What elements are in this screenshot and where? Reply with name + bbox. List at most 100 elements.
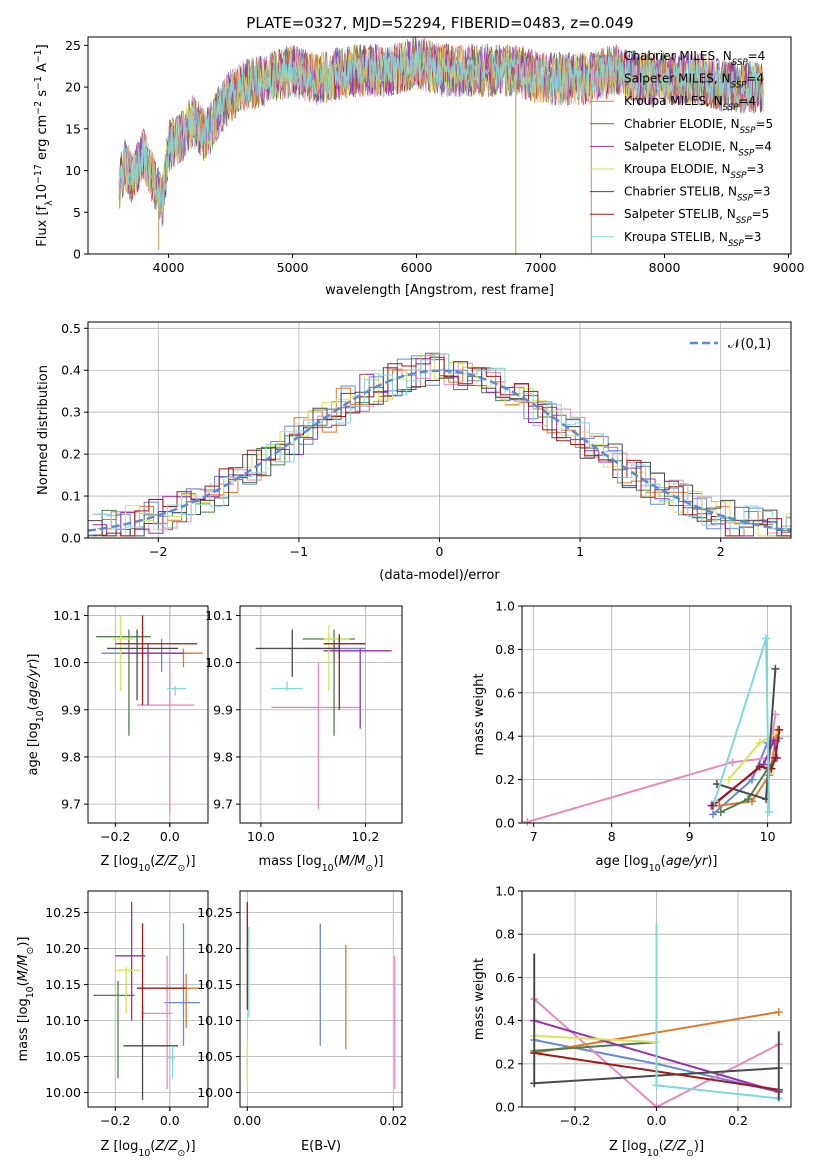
y-axis-label: mass [log10(M/M⊙)] — [16, 937, 36, 1062]
y-tick-label: 1.0 — [495, 599, 515, 614]
x-tick-label: 1 — [576, 544, 584, 559]
y-tick-label: 0.2 — [495, 1056, 515, 1071]
x-tick-label: 0.0 — [160, 1113, 180, 1128]
axes-frame — [87, 36, 792, 255]
mass-weight-line — [719, 729, 779, 807]
y-tick-label: 0.4 — [61, 363, 81, 378]
y-tick-label: 5 — [73, 205, 81, 220]
panel-age_vs_mass: 10.0 10.2 9.7 9.8 9.9 10.0 10.1 mass [log10(M/M… — [205, 605, 403, 874]
y-tick-label: 10.15 — [197, 977, 233, 992]
x-tick-label: 2 — [717, 544, 725, 559]
data-point-marker — [748, 775, 757, 784]
data-point-marker — [755, 738, 764, 747]
x-tick-label: −0.2 — [100, 829, 130, 844]
legend-label: Salpeter ELODIE, NSSP=4 — [624, 139, 772, 158]
panel-spectrum: 4000 5000 6000 7000 8000 9000 0 5 10 15 20 25 wavele… — [33, 35, 805, 298]
x-axis-label: mass [log10(M/M⊙)] — [259, 854, 384, 874]
plot-area — [87, 352, 792, 537]
y-tick-label: 10.00 — [197, 1085, 233, 1100]
legend: Chabrier MILES, NSSP=4 Salpeter MILES, NS… — [590, 49, 773, 249]
x-tick-label: 4000 — [153, 260, 185, 275]
axes-frame — [239, 605, 403, 824]
x-axis-label: age [log10(age/yr)] — [595, 854, 717, 874]
y-tick-label: 0.6 — [495, 685, 515, 700]
x-tick-label: 5000 — [277, 260, 309, 275]
data-point-marker — [774, 1007, 783, 1016]
y-tick-label: 9.7 — [61, 797, 81, 812]
plot-area — [96, 615, 203, 814]
y-tick-label: 0.8 — [495, 642, 515, 657]
y-tick-label: 0.3 — [61, 405, 81, 420]
y-tick-label: 20 — [65, 80, 81, 95]
data-point-marker — [771, 664, 780, 673]
y-tick-label: 10.0 — [205, 655, 233, 670]
x-tick-label: 10.2 — [351, 829, 379, 844]
y-tick-label: 15 — [65, 121, 81, 136]
data-point-marker — [523, 817, 532, 826]
x-tick-label: 6000 — [401, 260, 433, 275]
plot-area — [255, 624, 392, 809]
y-tick-label: 10.10 — [45, 1013, 81, 1028]
x-tick-label: 0.0 — [647, 1113, 667, 1128]
figure-title: PLATE=0327, MJD=52294, FIBERID=0483, z=0… — [246, 14, 633, 32]
x-axis-label: wavelength [Angstrom, rest frame] — [325, 283, 554, 298]
axes-frame — [87, 890, 209, 1108]
mass-weight-line — [656, 1084, 779, 1100]
data-point-marker — [765, 808, 774, 817]
legend-label: Salpeter MILES, NSSP=4 — [624, 72, 764, 91]
y-tick-label: 1.0 — [495, 884, 515, 899]
y-tick-label: 10.05 — [197, 1049, 233, 1064]
legend-label: Chabrier STELIB, NSSP=3 — [624, 185, 771, 204]
data-point-marker — [716, 808, 725, 817]
axes-frame — [239, 890, 403, 1108]
plot-area — [523, 634, 784, 826]
panel-mass_weight_vs_age: 7 8 9 10 0.0 0.2 0.4 0.6 0.8 1.0 age [log10(age/yr… — [472, 599, 792, 874]
y-axis-label: mass weight — [472, 673, 487, 755]
y-tick-label: 10 — [65, 163, 81, 178]
data-point-marker — [709, 810, 718, 819]
histogram-series — [88, 352, 791, 537]
y-axis-label: Flux [fλ10−17 erg cm−2 s−1 A−1] — [33, 44, 55, 246]
panel-mass_vs_metallicity: −0.2 0.0 10.00 10.05 10.10 10.15 10.20 10.25 Z [… — [16, 890, 209, 1159]
data-point-marker — [709, 801, 718, 810]
legend-label: 𝒩(0,1) — [728, 337, 771, 352]
panel-mass_vs_ebv: 0.00 0.02 10.00 10.05 10.10 10.15 10.20 10.25 E(… — [197, 890, 407, 1154]
mass-weight-line — [720, 757, 777, 814]
y-tick-label: 10.25 — [45, 905, 81, 920]
histogram-series — [88, 361, 791, 537]
x-tick-label: 9000 — [773, 260, 805, 275]
x-tick-label: 10.0 — [247, 829, 275, 844]
y-tick-label: 10.15 — [45, 977, 81, 992]
y-tick-label: 0.1 — [61, 489, 81, 504]
x-tick-label: 0.2 — [728, 1113, 748, 1128]
normal-curve — [87, 369, 792, 532]
x-tick-label: 7000 — [525, 260, 557, 275]
y-axis-label: age [log10(age/yr)] — [26, 653, 46, 775]
x-tick-label: 10 — [760, 829, 776, 844]
legend: 𝒩(0,1) — [690, 337, 771, 352]
y-tick-label: 0.8 — [495, 927, 515, 942]
y-axis-label: mass weight — [472, 958, 487, 1040]
histogram-series — [92, 356, 791, 537]
x-tick-label: 8 — [608, 829, 616, 844]
legend-label: Salpeter STELIB, NSSP=5 — [624, 207, 769, 226]
y-tick-label: 10.05 — [45, 1049, 81, 1064]
x-axis-label: Z [log10(Z/Z⊙)] — [609, 1139, 704, 1159]
data-point-marker — [710, 797, 719, 806]
y-tick-label: 9.7 — [213, 797, 233, 812]
x-tick-label: 0.02 — [379, 1113, 407, 1128]
histogram-series — [97, 353, 791, 530]
data-point-marker — [744, 795, 753, 804]
panel-mass_weight_vs_metallicity: −0.2 0.0 0.2 0.0 0.2 0.4 0.6 0.8 1.0 Z [log10(Z/Z… — [472, 884, 792, 1159]
x-tick-label: −0.2 — [100, 1113, 130, 1128]
y-tick-label: 10.0 — [53, 655, 81, 670]
y-tick-label: 0.0 — [495, 816, 515, 831]
legend-label: Kroupa ELODIE, NSSP=3 — [624, 162, 764, 181]
y-axis-label: Normed distribution — [36, 365, 51, 495]
x-tick-label: 0.0 — [160, 829, 180, 844]
x-axis-label: (data-model)/error — [379, 568, 500, 583]
axes-frame — [87, 605, 209, 824]
x-axis-label: Z [log10(Z/Z⊙)] — [100, 854, 195, 874]
y-tick-label: 9.9 — [61, 702, 81, 717]
